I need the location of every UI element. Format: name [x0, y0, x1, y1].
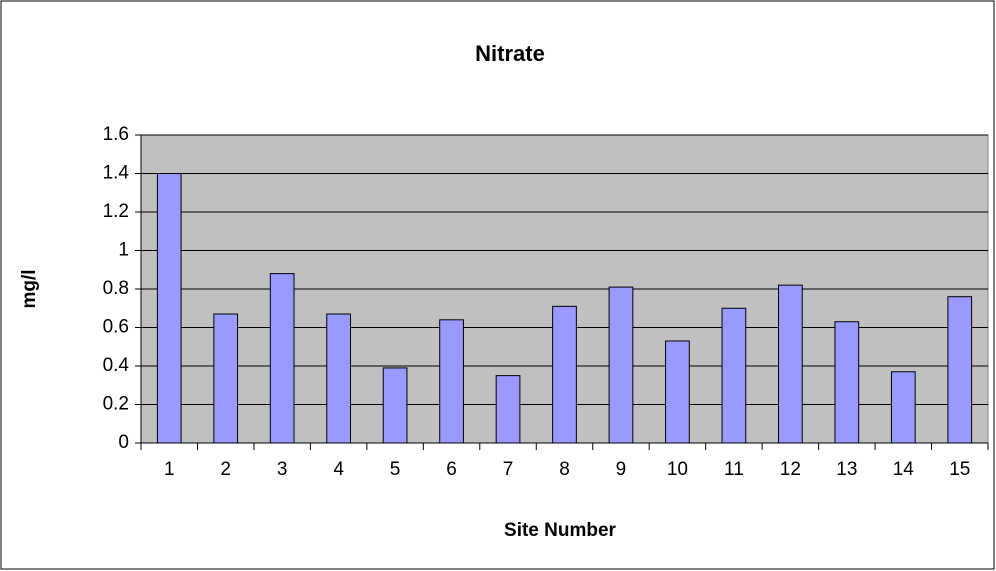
bar [382, 367, 408, 444]
bar [721, 307, 747, 444]
x-tick-label: 13 [836, 459, 857, 480]
y-tick-label: 1.6 [103, 124, 129, 145]
x-axis-label: Site Number [504, 520, 617, 541]
x-tick-label: 3 [277, 459, 288, 480]
bar [269, 273, 295, 444]
bar [156, 173, 182, 444]
x-tick-label: 8 [559, 459, 570, 480]
x-tick-label: 7 [503, 459, 514, 480]
y-tick-label: 0.6 [103, 317, 129, 338]
x-tick-label: 10 [667, 459, 688, 480]
x-tick-label: 12 [780, 459, 801, 480]
y-tick-label: 1 [118, 240, 129, 261]
y-tick-label: 1.4 [103, 163, 130, 184]
chart-title: Nitrate [475, 41, 545, 66]
bar [947, 296, 973, 444]
bar [326, 313, 351, 444]
y-tick-label: 0 [118, 432, 129, 453]
y-tick-label: 1.2 [103, 201, 129, 222]
x-tick-label: 15 [949, 459, 970, 480]
bar [213, 313, 239, 444]
bar [608, 286, 634, 444]
y-axis-label: mg/l [19, 269, 40, 308]
bar [778, 284, 803, 444]
x-tick-label: 5 [390, 459, 401, 480]
bar [665, 340, 690, 444]
x-tick-label: 6 [446, 459, 457, 480]
bar [495, 375, 521, 444]
x-tick-label: 4 [333, 459, 344, 480]
bar [834, 321, 860, 444]
x-tick-label: 14 [893, 459, 915, 480]
x-tick-label: 1 [164, 459, 175, 480]
bar [439, 319, 464, 444]
y-tick-label: 0.4 [103, 355, 130, 376]
bar [552, 305, 577, 444]
y-tick-label: 0.2 [103, 394, 129, 415]
x-tick-label: 9 [616, 459, 627, 480]
x-tick-label: 11 [724, 459, 744, 480]
x-tick-label: 2 [220, 459, 231, 480]
y-tick-label: 0.8 [103, 278, 129, 299]
bar [890, 371, 916, 444]
